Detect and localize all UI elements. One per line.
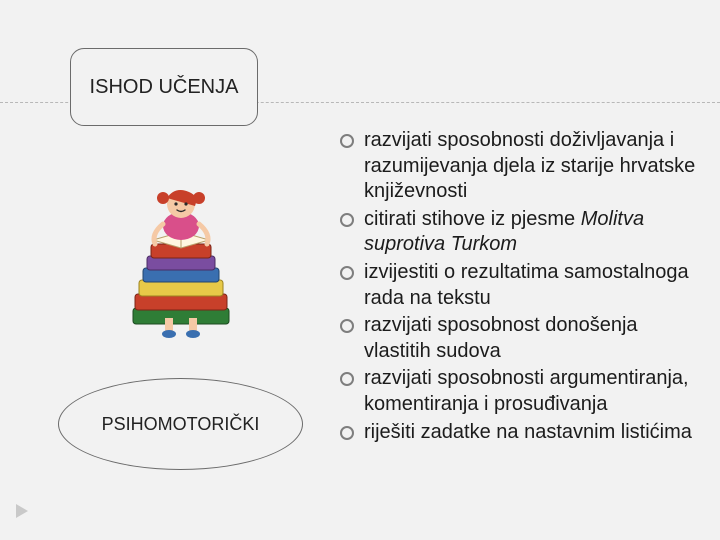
list-item: razvijati sposobnosti argumentiranja, ko… bbox=[338, 366, 700, 417]
category-ellipse: PSIHOMOTORIČKI bbox=[58, 378, 303, 470]
title-text: ISHOD UČENJA bbox=[90, 75, 239, 99]
illustration-girl-books bbox=[105, 168, 255, 338]
list-item: citirati stihove iz pjesme Molitva supro… bbox=[338, 207, 700, 258]
nav-arrow-icon bbox=[16, 504, 28, 518]
list-item: izvijestiti o rezultatima samostalnoga r… bbox=[338, 260, 700, 311]
bullet-list: razvijati sposobnosti doživljavanja i ra… bbox=[338, 128, 700, 447]
list-item: razvijati sposobnost donošenja vlastitih… bbox=[338, 313, 700, 364]
ellipse-label: PSIHOMOTORIČKI bbox=[102, 414, 260, 435]
list-item: riješiti zadatke na nastavnim listićima bbox=[338, 420, 700, 446]
list-item: razvijati sposobnosti doživljavanja i ra… bbox=[338, 128, 700, 205]
title-box: ISHOD UČENJA bbox=[70, 48, 258, 126]
